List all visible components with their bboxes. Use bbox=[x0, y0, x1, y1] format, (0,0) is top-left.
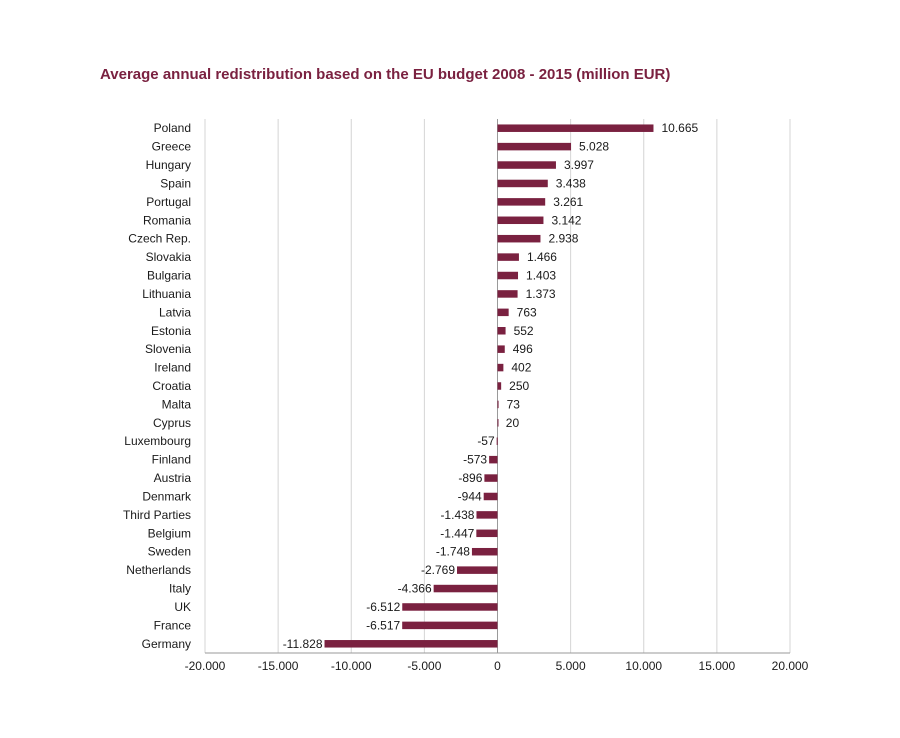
bar bbox=[497, 290, 518, 298]
category-label: Finland bbox=[152, 453, 191, 467]
value-label: 2.938 bbox=[548, 232, 578, 246]
bar bbox=[497, 124, 654, 132]
value-label: 73 bbox=[507, 397, 521, 411]
category-label: Portugal bbox=[146, 195, 191, 209]
bar bbox=[476, 529, 498, 538]
value-label: 1.403 bbox=[526, 269, 556, 283]
bar bbox=[433, 584, 498, 593]
bar bbox=[497, 234, 541, 243]
value-label: -1.438 bbox=[440, 508, 474, 522]
category-label: Third Parties bbox=[123, 508, 191, 522]
bar bbox=[489, 455, 498, 464]
category-label: Denmark bbox=[142, 489, 192, 503]
value-label: -4.366 bbox=[398, 582, 432, 596]
value-label: 763 bbox=[517, 305, 537, 319]
bar bbox=[497, 345, 505, 353]
value-label: 10.665 bbox=[661, 121, 698, 135]
category-label: Austria bbox=[154, 471, 192, 485]
chart-title: Average annual redistribution based on t… bbox=[100, 66, 671, 83]
value-label: -1.447 bbox=[440, 526, 474, 540]
category-label: Italy bbox=[169, 582, 191, 596]
category-label: Ireland bbox=[154, 361, 191, 375]
x-tick-label: -5.000 bbox=[407, 659, 441, 673]
category-label: France bbox=[154, 618, 192, 632]
bar bbox=[476, 511, 498, 519]
category-label: Lithuania bbox=[142, 287, 191, 301]
category-label: Croatia bbox=[152, 379, 191, 393]
value-label: -896 bbox=[458, 471, 482, 485]
bar bbox=[471, 547, 498, 556]
category-label: Slovenia bbox=[145, 342, 191, 356]
category-label: UK bbox=[174, 600, 191, 614]
category-label: Netherlands bbox=[126, 563, 191, 577]
category-label: Czech Rep. bbox=[128, 232, 191, 246]
category-label: Germany bbox=[142, 637, 191, 651]
value-label: 5.028 bbox=[579, 140, 609, 154]
value-label: -573 bbox=[463, 453, 487, 467]
x-tick-label: -20.000 bbox=[185, 659, 226, 673]
value-label: -1.748 bbox=[436, 545, 470, 559]
value-label: 250 bbox=[509, 379, 529, 393]
category-label: Greece bbox=[152, 140, 192, 154]
bar bbox=[497, 198, 546, 206]
value-label: 552 bbox=[514, 324, 534, 338]
bar bbox=[497, 216, 544, 225]
bar bbox=[497, 363, 504, 372]
category-label: Poland bbox=[154, 121, 191, 135]
category-label: Cyprus bbox=[153, 416, 191, 430]
value-label: -944 bbox=[458, 489, 482, 503]
bar bbox=[497, 253, 519, 261]
bar bbox=[497, 382, 502, 390]
value-label: 3.261 bbox=[553, 195, 583, 209]
bar bbox=[497, 142, 572, 151]
value-label: 1.466 bbox=[527, 250, 557, 264]
category-label: Latvia bbox=[159, 305, 191, 319]
value-label: 3.142 bbox=[551, 213, 581, 227]
bar bbox=[457, 566, 498, 574]
value-label: 496 bbox=[513, 342, 533, 356]
bar bbox=[484, 474, 498, 482]
x-tick-label: 0 bbox=[494, 659, 501, 673]
x-tick-label: -15.000 bbox=[258, 659, 299, 673]
bar bbox=[402, 603, 498, 611]
bar bbox=[497, 308, 509, 317]
bar bbox=[402, 621, 498, 630]
category-label: Estonia bbox=[151, 324, 191, 338]
bar bbox=[497, 419, 499, 427]
bar bbox=[496, 437, 498, 445]
bar bbox=[497, 400, 499, 409]
category-label: Bulgaria bbox=[147, 269, 191, 283]
value-label: -2.769 bbox=[421, 563, 455, 577]
value-label: -11.828 bbox=[283, 637, 323, 651]
value-label: 3.997 bbox=[564, 158, 594, 172]
value-label: -57 bbox=[477, 434, 495, 448]
value-label: 1.373 bbox=[526, 287, 556, 301]
value-label: -6.512 bbox=[366, 600, 400, 614]
value-label: 3.438 bbox=[556, 176, 586, 190]
category-label: Romania bbox=[143, 213, 191, 227]
bar bbox=[497, 327, 506, 335]
bar bbox=[497, 161, 556, 169]
category-label: Luxembourg bbox=[124, 434, 191, 448]
value-label: 20 bbox=[506, 416, 520, 430]
x-tick-label: 5.000 bbox=[556, 659, 586, 673]
x-tick-label: -10.000 bbox=[331, 659, 372, 673]
category-label: Sweden bbox=[148, 545, 191, 559]
bar bbox=[324, 640, 498, 648]
bar bbox=[497, 271, 519, 280]
bar bbox=[497, 179, 548, 188]
x-tick-label: 15.000 bbox=[699, 659, 736, 673]
category-label: Hungary bbox=[146, 158, 191, 172]
category-label: Malta bbox=[162, 397, 192, 411]
x-tick-label: 20.000 bbox=[772, 659, 809, 673]
x-tick-label: 10.000 bbox=[625, 659, 662, 673]
value-label: 402 bbox=[511, 361, 531, 375]
category-label: Belgium bbox=[148, 526, 191, 540]
category-label: Slovakia bbox=[146, 250, 192, 264]
category-label: Spain bbox=[160, 176, 191, 190]
value-label: -6.517 bbox=[366, 618, 400, 632]
bar bbox=[483, 492, 498, 501]
